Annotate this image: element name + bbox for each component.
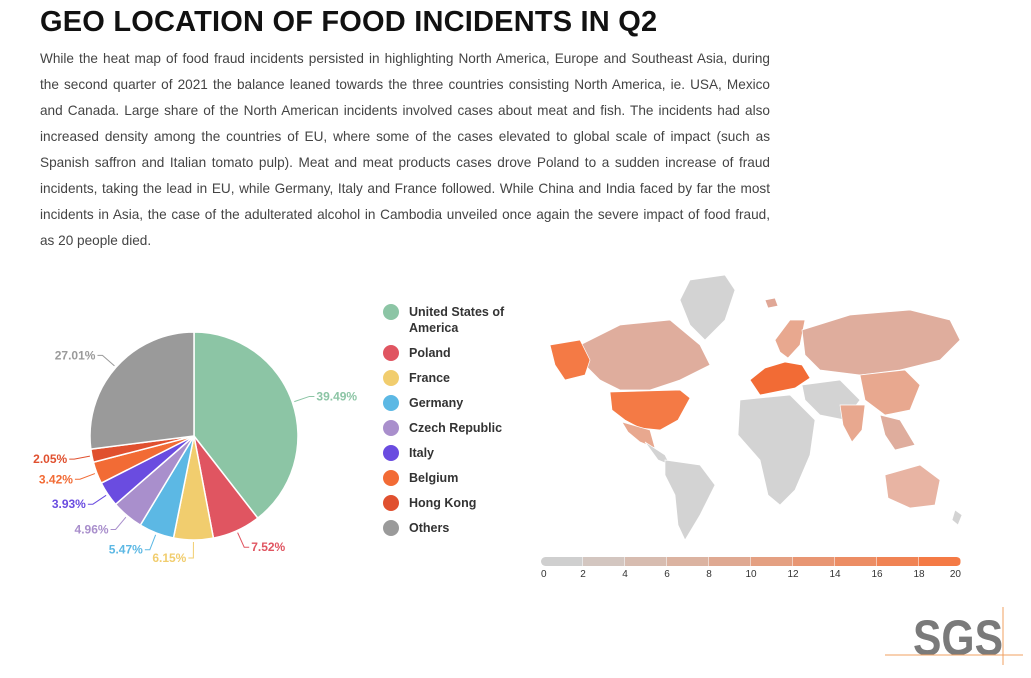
legend-label: Italy — [409, 446, 435, 460]
legend-item-united-states-of-america: United States of America — [383, 304, 508, 336]
legend-item-czech-republic: Czech Republic — [383, 420, 508, 436]
pie-slice-united-states-of-america — [193, 331, 299, 520]
scale-segment — [709, 557, 751, 566]
pie-leader-line — [69, 455, 91, 460]
scale-tick-label: 14 — [829, 569, 841, 580]
pie-data-label: 39.49% — [316, 389, 357, 403]
legend-swatch — [383, 495, 399, 511]
legend-item-poland: Poland — [383, 345, 508, 361]
map-africa — [737, 394, 816, 506]
pie-data-label: 2.05% — [33, 452, 67, 466]
scale-tick-label: 20 — [949, 569, 961, 580]
pie-leader-line — [294, 395, 315, 403]
scale-segment — [793, 557, 835, 566]
pie-data-label: 3.42% — [39, 472, 73, 486]
legend-label: Poland — [409, 346, 451, 360]
scale-tick-label: 0 — [541, 569, 547, 580]
legend-swatch — [383, 304, 399, 320]
map-western-europe — [749, 361, 811, 396]
pie-leader-line — [97, 354, 115, 367]
scale-segment — [541, 557, 583, 566]
heatmap-color-scale: 0 2 4 6 8 10 12 14 16 18 20 — [541, 557, 961, 583]
scale-segment — [835, 557, 877, 566]
pie-leader-line — [144, 534, 157, 551]
sgs-logo: SGS — [885, 607, 1023, 665]
scale-tick-label: 10 — [745, 569, 757, 580]
map-australia — [884, 464, 941, 509]
scale-tick-label: 18 — [913, 569, 925, 580]
scale-tick-label: 2 — [580, 569, 586, 580]
pie-data-label: 7.52% — [251, 540, 285, 554]
pie-slice-others — [89, 331, 195, 450]
color-scale-ticks: 0 2 4 6 8 10 12 14 16 18 20 — [541, 569, 961, 583]
scale-tick-label: 4 — [622, 569, 628, 580]
world-heatmap — [549, 274, 963, 541]
legend-item-others: Others — [383, 520, 508, 536]
page-title: GEO LOCATION OF FOOD INCIDENTS IN Q2 — [40, 6, 658, 38]
pie-legend: United States of America Poland France Germ… — [383, 304, 508, 545]
legend-item-belgium: Belgium — [383, 470, 508, 486]
legend-item-italy: Italy — [383, 445, 508, 461]
legend-swatch — [383, 445, 399, 461]
legend-swatch — [383, 345, 399, 361]
map-canada — [579, 319, 711, 391]
legend-swatch — [383, 370, 399, 386]
map-usa — [609, 389, 691, 431]
pie-leader-line — [188, 541, 194, 559]
map-china — [859, 369, 921, 416]
description: While the heat map of food fraud inciden… — [40, 51, 770, 248]
map-india — [839, 404, 866, 443]
legend-label: Belgium — [409, 471, 459, 485]
legend-label: France — [409, 371, 450, 385]
legend-label: Czech Republic — [409, 421, 503, 435]
map-scandinavia — [774, 319, 806, 359]
pie-leader-line — [87, 494, 107, 505]
pie-data-label: 4.96% — [75, 522, 109, 536]
pie-data-label: 3.93% — [52, 497, 86, 511]
scale-segment — [583, 557, 625, 566]
map-alaska — [549, 339, 591, 381]
pie-leader-line — [110, 516, 127, 530]
scale-tick-label: 16 — [871, 569, 883, 580]
scale-tick-label: 6 — [664, 569, 670, 580]
pie-leader-line — [237, 532, 250, 548]
scale-segment — [877, 557, 919, 566]
map-russia — [801, 309, 961, 376]
legend-label: Others — [409, 521, 450, 535]
legend-item-hong-kong: Hong Kong — [383, 495, 508, 511]
legend-label: Germany — [409, 396, 464, 410]
svg-text:SGS: SGS — [913, 610, 1003, 665]
legend-swatch — [383, 420, 399, 436]
scale-segment — [751, 557, 793, 566]
legend-swatch — [383, 520, 399, 536]
scale-segment — [667, 557, 709, 566]
legend-item-germany: Germany — [383, 395, 508, 411]
pie-leader-line — [74, 473, 96, 480]
legend-label: Hong Kong — [409, 496, 477, 510]
scale-segment — [919, 557, 961, 566]
scale-tick-label: 8 — [706, 569, 712, 580]
legend-label: United States of America — [409, 305, 505, 335]
scale-tick-label: 12 — [787, 569, 799, 580]
pie-chart: 39.49% 7.52% 6.15% 5.47%4.96% 3.93% 3.42% 2.05… — [33, 331, 357, 565]
pie-data-label: 6.15% — [152, 551, 186, 565]
pie-data-label: 27.01% — [55, 348, 96, 362]
color-scale-bar — [541, 557, 961, 566]
map-southeast-asia — [879, 414, 916, 451]
map-iceland — [764, 297, 779, 309]
map-new-zealand — [951, 509, 963, 526]
map-south-america — [664, 459, 716, 541]
scale-segment — [625, 557, 667, 566]
legend-swatch — [383, 470, 399, 486]
pie-data-label: 5.47% — [109, 543, 143, 557]
map-greenland — [679, 274, 736, 341]
legend-swatch — [383, 395, 399, 411]
legend-item-france: France — [383, 370, 508, 386]
